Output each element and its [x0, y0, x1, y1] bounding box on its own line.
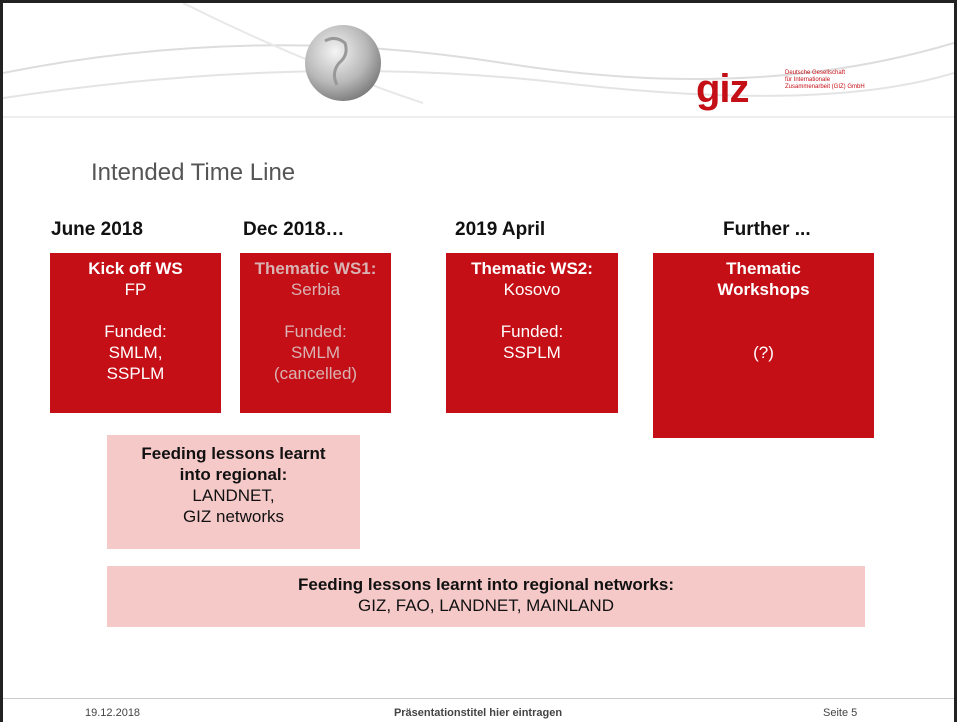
footer-title: Präsentationstitel hier eintragen — [378, 707, 578, 719]
box-title: Workshops — [653, 279, 874, 300]
box-line: SSPLM — [446, 342, 618, 363]
box-title: Thematic WS1: — [240, 258, 391, 279]
note-box: Feeding lessons learnt into regional net… — [107, 566, 865, 627]
header-decoration — [3, 3, 954, 133]
note-line: LANDNET, — [107, 485, 360, 506]
spacer — [240, 300, 391, 321]
column-heading: 2019 April — [455, 219, 545, 241]
timeline-box: Thematic WS1:Serbia Funded:SMLM(cancelled… — [240, 253, 391, 413]
box-line: SMLM — [240, 342, 391, 363]
box-line: Funded: — [50, 321, 221, 342]
box-line: Funded: — [446, 321, 618, 342]
box-title: Kick off WS — [50, 258, 221, 279]
logo-text-line: für Internationale — [785, 77, 865, 84]
spacer — [50, 300, 221, 321]
note-line: GIZ networks — [107, 506, 360, 527]
box-line: SMLM, — [50, 342, 221, 363]
note-line: GIZ, FAO, LANDNET, MAINLAND — [107, 595, 865, 616]
box-line: Kosovo — [446, 279, 618, 300]
spacer — [446, 300, 618, 321]
box-title: Thematic WS2: — [446, 258, 618, 279]
box-line: (?) — [653, 342, 874, 363]
box-line: SSPLM — [50, 363, 221, 384]
box-line: FP — [50, 279, 221, 300]
box-line: Serbia — [240, 279, 391, 300]
spacer — [653, 300, 874, 342]
note-bold: into regional: — [107, 464, 360, 485]
footer-date: 19.12.2018 — [85, 707, 140, 719]
slide: giz Deutsche Gesellschaftfür Internation… — [0, 0, 957, 722]
footer-rule — [3, 698, 954, 699]
footer-page: Seite 5 — [823, 707, 857, 719]
box-line: Funded: — [240, 321, 391, 342]
note-bold: Feeding lessons learnt into regional net… — [107, 574, 865, 595]
column-heading: Dec 2018… — [243, 219, 344, 241]
logo-text-line: Deutsche Gesellschaft — [785, 70, 865, 77]
column-heading: June 2018 — [51, 219, 143, 241]
box-title: Thematic — [653, 258, 874, 279]
box-line: (cancelled) — [240, 363, 391, 384]
column-heading: Further ... — [723, 219, 811, 241]
note-bold: Feeding lessons learnt — [107, 443, 360, 464]
slide-title: Intended Time Line — [91, 159, 295, 187]
logo: giz — [696, 67, 749, 112]
logo-text-line: Zusammenarbeit (GIZ) GmbH — [785, 84, 865, 91]
timeline-box: Thematic WS2:Kosovo Funded:SSPLM — [446, 253, 618, 413]
